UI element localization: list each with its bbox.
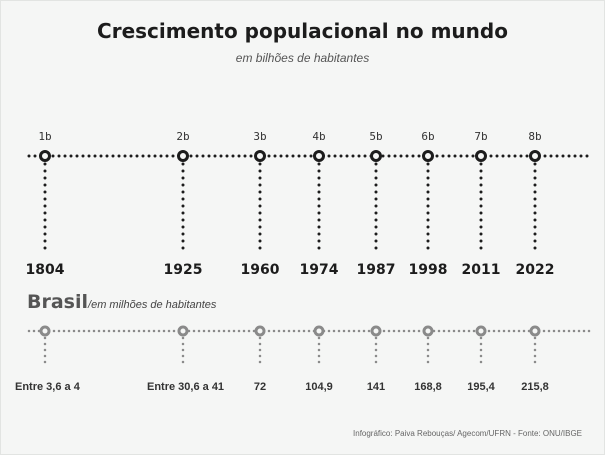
world-value-label: 2b (176, 130, 189, 143)
brasil-value-label: 215,8 (521, 381, 549, 393)
brasil-marker (475, 325, 487, 337)
world-marker (39, 150, 51, 162)
world-value-label: 7b (474, 130, 487, 143)
brasil-marker (313, 325, 325, 337)
brasil-value-label: 168,8 (414, 381, 442, 393)
year-label: 2022 (516, 262, 555, 278)
world-marker (313, 150, 325, 162)
brasil-marker (422, 325, 434, 337)
year-label: 1960 (241, 262, 280, 278)
brasil-marker (254, 325, 266, 337)
brasil-marker (177, 325, 189, 337)
world-value-label: 5b (369, 130, 382, 143)
world-marker (529, 150, 541, 162)
brasil-value-label: Entre 3,6 a 4 (15, 381, 81, 393)
world-marker (422, 150, 434, 162)
year-label: 1804 (26, 262, 65, 278)
brasil-value-label: 104,9 (305, 381, 333, 393)
world-value-label: 1b (38, 130, 51, 143)
brasil-value-label: 141 (367, 381, 385, 393)
year-label: 1987 (357, 262, 396, 278)
world-marker (254, 150, 266, 162)
world-value-label: 3b (253, 130, 266, 143)
world-value-label: 8b (528, 130, 541, 143)
world-value-label: 6b (421, 130, 434, 143)
brasil-subtitle: /em milhões de habitantes (88, 299, 217, 311)
credit: Infográfico: Paiva Rebouças/ Agecom/UFRN… (353, 429, 582, 438)
brasil-marker (529, 325, 541, 337)
brasil-title: Brasil (27, 291, 89, 313)
world-marker (370, 150, 382, 162)
world-marker (177, 150, 189, 162)
brasil-marker (39, 325, 51, 337)
year-label: 1925 (164, 262, 203, 278)
year-label: 2011 (462, 262, 501, 278)
brasil-value-label: Entre 30,6 a 41 (147, 381, 224, 393)
world-value-label: 4b (312, 130, 325, 143)
chart-subtitle: em bilhões de habitantes (235, 51, 370, 65)
chart-title: Crescimento populacional no mundo (97, 19, 508, 43)
year-label: 1974 (300, 262, 339, 278)
brasil-marker (370, 325, 382, 337)
brasil-heading: Brasil/em milhões de habitantes (27, 291, 216, 313)
brasil-value-label: 72 (254, 381, 266, 393)
world-marker (475, 150, 487, 162)
brasil-value-label: 195,4 (467, 381, 495, 393)
year-label: 1998 (409, 262, 448, 278)
